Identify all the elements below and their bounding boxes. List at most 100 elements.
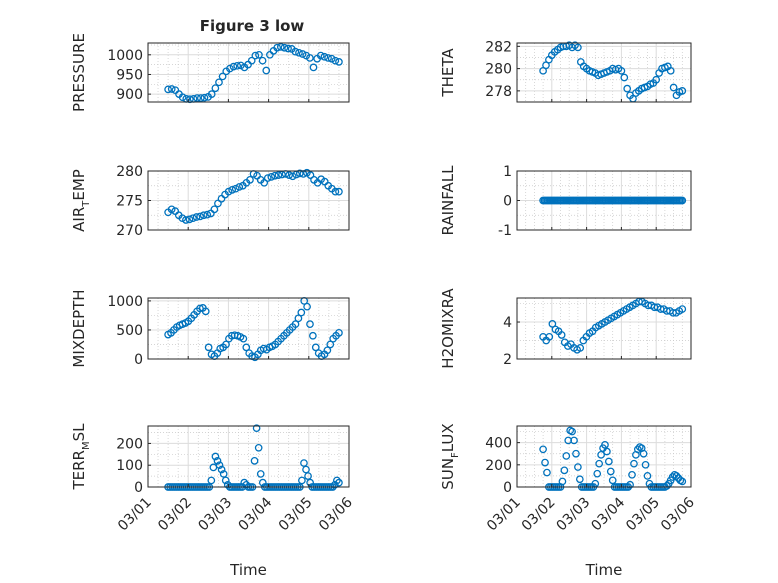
data-point <box>250 457 259 465</box>
axes-box <box>147 297 350 360</box>
data-point <box>217 465 226 474</box>
y-tick-label: 400 <box>485 436 512 452</box>
x-tick-label: 03/03 <box>554 495 594 535</box>
data-point <box>252 424 261 433</box>
y-tick-label: 4 <box>503 315 512 331</box>
y-tick-label: 0 <box>503 480 512 496</box>
data-point <box>199 211 208 220</box>
x-tick-label: 03/01 <box>484 495 524 535</box>
x-axis-label: Time <box>585 561 623 579</box>
data-point <box>574 43 582 52</box>
data-point <box>662 482 671 490</box>
data-point <box>260 178 269 187</box>
data-point <box>678 196 687 205</box>
data-point <box>189 214 197 223</box>
y-tick-label: 1000 <box>107 294 143 310</box>
data-point <box>271 171 279 180</box>
data-point <box>603 447 611 456</box>
data-point <box>218 72 227 81</box>
data-point <box>297 308 306 317</box>
data-point <box>274 171 283 179</box>
data-point <box>229 62 238 71</box>
data-point <box>201 307 210 316</box>
data-point <box>258 478 267 487</box>
y-axis-label: PRESSURE <box>70 33 88 112</box>
data-point <box>211 84 220 93</box>
data-point <box>254 443 263 452</box>
data-point <box>211 452 220 461</box>
x-axis-label: Time <box>229 561 267 579</box>
data-point <box>203 210 212 219</box>
y-tick-label: 270 <box>116 223 143 239</box>
y-tick-label: 900 <box>116 87 143 103</box>
data-point <box>255 50 263 59</box>
data-point <box>630 459 638 468</box>
y-axis-label: AIRTEMP <box>70 169 92 232</box>
x-tick-label: 03/01 <box>115 495 155 535</box>
data-point <box>263 174 272 182</box>
data-point <box>167 85 176 93</box>
data-point <box>595 459 604 468</box>
data-point <box>597 450 605 459</box>
data-point <box>242 343 251 352</box>
data-point <box>633 445 642 454</box>
data-point <box>207 476 216 485</box>
data-point <box>623 84 632 93</box>
x-tick-label: 03/04 <box>236 494 276 534</box>
data-point <box>262 66 271 75</box>
panel-mixdepth: 0 500 1000 MIXDEPTH <box>70 289 350 368</box>
y-axis-label: THETA <box>439 48 457 98</box>
y-tick-label: 200 <box>116 436 143 452</box>
y-tick-label: 278 <box>485 84 512 100</box>
data-point <box>323 346 332 355</box>
y-tick-label: 0 <box>134 480 143 496</box>
data-point <box>193 94 202 102</box>
data-point <box>273 43 281 52</box>
data-point <box>628 470 636 479</box>
y-tick-label: 2 <box>503 352 512 368</box>
data-point <box>306 171 315 179</box>
data-point <box>285 171 293 179</box>
y-axis-label: H2OMIXRA <box>439 288 457 369</box>
data-point <box>575 475 584 484</box>
data-point <box>545 332 554 341</box>
panel-theta: 278 280 282 THETA <box>439 39 692 103</box>
data-point <box>608 476 617 485</box>
data-point <box>306 320 314 328</box>
data-point <box>295 48 303 57</box>
data-point <box>604 457 613 466</box>
data-point <box>304 472 312 480</box>
data-point <box>267 173 276 181</box>
data-point <box>306 478 314 487</box>
data-point <box>240 478 249 487</box>
data-point <box>182 216 190 224</box>
data-point <box>570 436 578 445</box>
y-tick-label: 0 <box>134 352 143 368</box>
data-point <box>280 43 289 52</box>
data-point <box>669 83 678 92</box>
data-point <box>562 452 571 460</box>
y-tick-label: 200 <box>485 458 512 474</box>
data-point <box>247 56 256 65</box>
data-point <box>214 199 222 208</box>
data-point <box>178 93 187 102</box>
data-point <box>335 329 343 337</box>
data-point <box>192 213 201 221</box>
data-point <box>678 305 687 313</box>
x-tick-label: 03/03 <box>195 495 235 535</box>
data-point <box>196 212 204 221</box>
panel-air-temp: 270 275 280 AIRTEMP <box>70 164 350 239</box>
data-point <box>309 331 317 340</box>
axes-box <box>516 425 692 488</box>
panel-terr-msl: 0 100 200 03/01 03/02 03/03 03/04 03/05 03/06 Tim… <box>70 423 356 579</box>
data-point <box>291 320 300 328</box>
data-point <box>316 51 325 60</box>
y-tick-label: 950 <box>116 67 143 83</box>
data-point <box>320 52 329 61</box>
data-point <box>309 63 318 72</box>
axes-box <box>147 425 350 488</box>
data-point <box>207 90 216 98</box>
data-point <box>672 472 681 480</box>
